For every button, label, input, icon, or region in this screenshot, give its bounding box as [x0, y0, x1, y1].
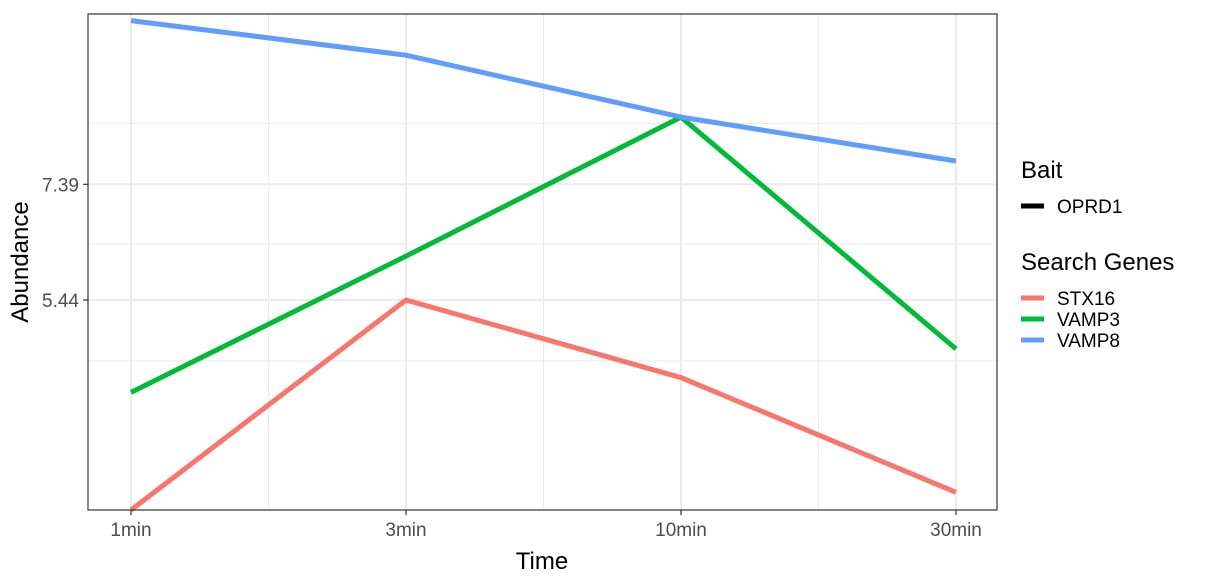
- grid-lines: [88, 14, 997, 510]
- legend-label: OPRD1: [1057, 197, 1122, 218]
- legend-label: STX16: [1057, 289, 1115, 310]
- panel-border: [87, 13, 998, 511]
- series-line-vamp3: [129, 114, 958, 395]
- legend-title: Search Genes: [1021, 249, 1174, 276]
- x-tick-label: 10min: [655, 520, 707, 541]
- x-tick-label: 30min: [930, 520, 982, 541]
- legend-label: VAMP8: [1057, 331, 1120, 352]
- series-lines: [129, 18, 958, 512]
- series-line-stx16: [129, 297, 957, 512]
- axes: 1min 3min 10min 30min 7.39 5.44: [42, 175, 982, 541]
- y-axis-title: Abundance: [7, 201, 34, 322]
- legend-title: Bait: [1021, 157, 1063, 184]
- x-axis-title: Time: [516, 548, 568, 575]
- series-line-vamp8: [130, 18, 957, 164]
- y-tick-label: 5.44: [42, 291, 79, 312]
- x-tick-label: 1min: [110, 520, 151, 541]
- y-tick-label: 7.39: [42, 175, 79, 196]
- x-tick-label: 3min: [385, 520, 426, 541]
- legend-label: VAMP3: [1057, 310, 1120, 331]
